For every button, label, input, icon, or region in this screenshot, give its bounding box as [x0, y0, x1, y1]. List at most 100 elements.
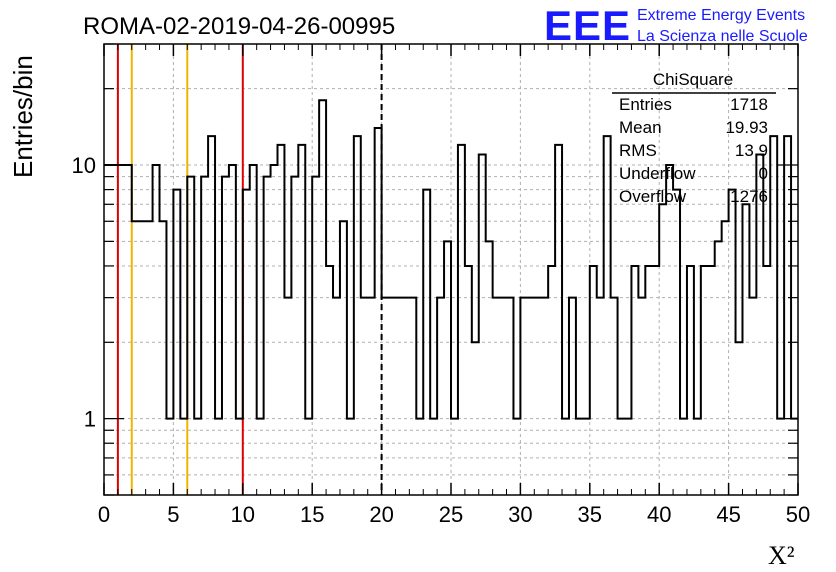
- histogram-bin: [298, 145, 305, 495]
- stats-value: 13.9: [735, 141, 768, 160]
- histogram-bin: [347, 419, 354, 495]
- histogram-bin: [555, 145, 562, 495]
- histogram-bin: [208, 136, 215, 495]
- histogram-bin: [562, 419, 569, 495]
- histogram-bin: [742, 204, 749, 495]
- histogram-bin: [319, 100, 326, 495]
- histogram-bin: [486, 241, 493, 495]
- histogram-bin: [451, 419, 458, 495]
- logo-mark: EEE: [544, 2, 631, 49]
- histogram-bin: [222, 177, 229, 495]
- histogram-bin: [493, 298, 500, 495]
- logo-line1: Extreme Energy Events: [637, 7, 805, 24]
- histogram-bin: [409, 298, 416, 495]
- x-tick-label: 10: [231, 502, 255, 527]
- histogram-bin: [590, 266, 597, 495]
- histogram-bin: [465, 266, 472, 495]
- x-tick-label: 45: [716, 502, 740, 527]
- histogram-bin: [416, 419, 423, 495]
- stats-label: RMS: [619, 141, 657, 160]
- histogram-bin: [777, 419, 784, 495]
- histogram-bin: [111, 165, 118, 495]
- histogram-bin: [729, 190, 736, 495]
- histogram-bin: [659, 204, 666, 495]
- histogram-bin: [118, 165, 125, 495]
- histogram-bin: [500, 298, 507, 495]
- histogram-bin: [722, 221, 729, 495]
- histogram-bin: [291, 177, 298, 495]
- stats-label: Overflow: [619, 187, 687, 206]
- histogram-bin: [597, 298, 604, 495]
- y-axis-label: Entries/bin: [8, 55, 38, 178]
- x-tick-label: 40: [647, 502, 671, 527]
- run-title: ROMA-02-2019-04-26-00995: [83, 13, 395, 40]
- histogram-bin: [701, 266, 708, 495]
- stats-label: Underflow: [619, 164, 696, 183]
- histogram-bin: [284, 298, 291, 495]
- histogram-bin: [201, 177, 208, 495]
- histogram-bin: [541, 298, 548, 495]
- histogram-bin: [708, 266, 715, 495]
- histogram-bin: [250, 165, 257, 495]
- histogram-bin: [444, 241, 451, 495]
- histogram-bin: [618, 419, 625, 495]
- histogram-bin: [333, 298, 340, 495]
- histogram-bin: [513, 419, 520, 495]
- histogram-bin: [631, 266, 638, 495]
- histogram-bin: [569, 298, 576, 495]
- histogram-bin: [104, 165, 111, 495]
- x-tick-label: 30: [508, 502, 532, 527]
- y-tick-label: 10: [72, 153, 96, 178]
- histogram-bin: [139, 221, 146, 495]
- histogram-bin: [166, 419, 173, 495]
- histogram-bin: [361, 298, 368, 495]
- histogram-bin: [576, 419, 583, 495]
- histogram-bin: [375, 128, 382, 495]
- histogram-bin: [763, 266, 770, 495]
- histogram-bin: [278, 145, 285, 495]
- histogram-bin: [625, 419, 632, 495]
- histogram-bin: [534, 298, 541, 495]
- stats-value: 1276: [730, 187, 768, 206]
- histogram-bin: [173, 190, 180, 495]
- histogram-bin: [527, 298, 534, 495]
- x-tick-label: 50: [786, 502, 810, 527]
- histogram-bin: [687, 266, 694, 495]
- histogram-bin: [194, 419, 201, 495]
- histogram-bin: [243, 190, 250, 495]
- histogram-bin: [652, 266, 659, 495]
- x-axis-label: X²: [768, 541, 795, 570]
- histogram-bin: [423, 190, 430, 495]
- histogram-bin: [611, 298, 618, 495]
- histogram-bin: [236, 419, 243, 495]
- histogram-bin: [638, 298, 645, 495]
- histogram-bin: [146, 221, 153, 495]
- histogram-bin: [187, 177, 194, 495]
- histogram-bin: [395, 298, 402, 495]
- histogram-bin: [382, 298, 389, 495]
- stats-rows: Entries 1718 Mean 19.93 RMS 13.9 Underflow 0 Ove…: [619, 95, 768, 206]
- histogram-bin: [715, 241, 722, 495]
- axis-ticks: 0 5 10 15 20 25 30 35 40 45 50 1 10: [72, 43, 810, 527]
- histogram-bin: [507, 298, 514, 495]
- histogram-bin: [215, 419, 222, 495]
- histogram-bins: [104, 99, 798, 495]
- x-tick-label: 35: [578, 502, 602, 527]
- histogram-bin: [160, 221, 167, 495]
- histogram-bin: [583, 419, 590, 495]
- histogram-bin: [458, 145, 465, 495]
- histogram-bin: [326, 266, 333, 495]
- y-tick-label: 1: [84, 407, 96, 432]
- histogram-bin: [340, 221, 347, 495]
- stats-label: Entries: [619, 95, 672, 114]
- stats-title: ChiSquare: [653, 70, 733, 89]
- histogram-bin: [264, 177, 271, 495]
- histogram-bin: [472, 342, 479, 495]
- stats-label: Mean: [619, 118, 662, 137]
- histogram-bin: [749, 298, 756, 495]
- histogram-bin: [180, 419, 187, 495]
- x-tick-label: 5: [167, 502, 179, 527]
- histogram-bin: [125, 165, 132, 495]
- histogram-bin: [479, 155, 486, 495]
